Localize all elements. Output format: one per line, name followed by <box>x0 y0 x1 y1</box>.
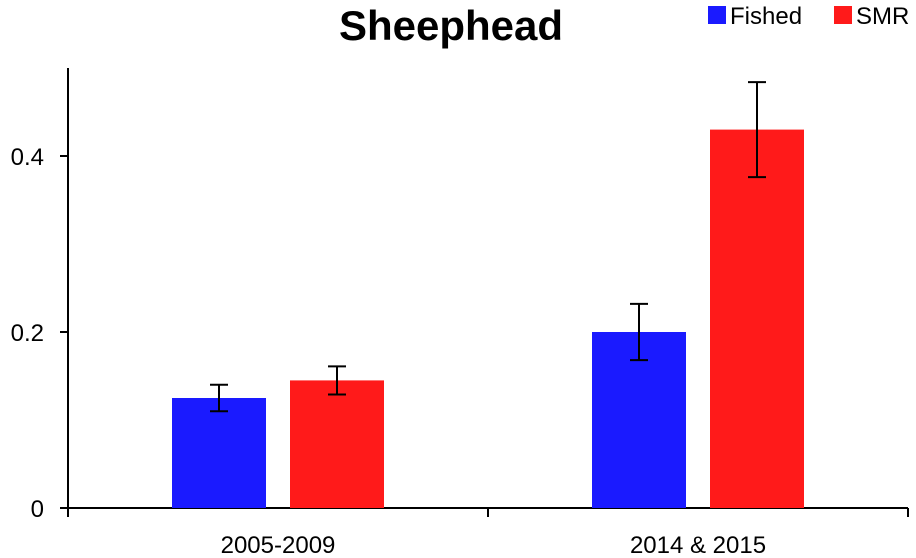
bar <box>172 398 266 508</box>
legend: Fished SMR <box>708 3 909 30</box>
legend-label: Fished <box>730 3 802 30</box>
x-tick-label: 2005-2009 <box>221 532 336 558</box>
y-tick-label: 0 <box>31 496 44 523</box>
legend-label: SMR <box>856 3 909 30</box>
y-tick-label: 0.4 <box>11 144 44 171</box>
error-bars <box>210 81 766 413</box>
x-tick-label: 2014 & 2015 <box>630 532 766 558</box>
legend-swatch <box>834 6 852 24</box>
bar <box>592 332 686 508</box>
bar <box>710 129 804 508</box>
y-tick-label: 0.2 <box>11 320 44 347</box>
legend-swatch <box>708 6 726 24</box>
chart-title: Sheephead <box>339 2 563 49</box>
bar <box>290 380 384 508</box>
bars <box>172 129 804 508</box>
